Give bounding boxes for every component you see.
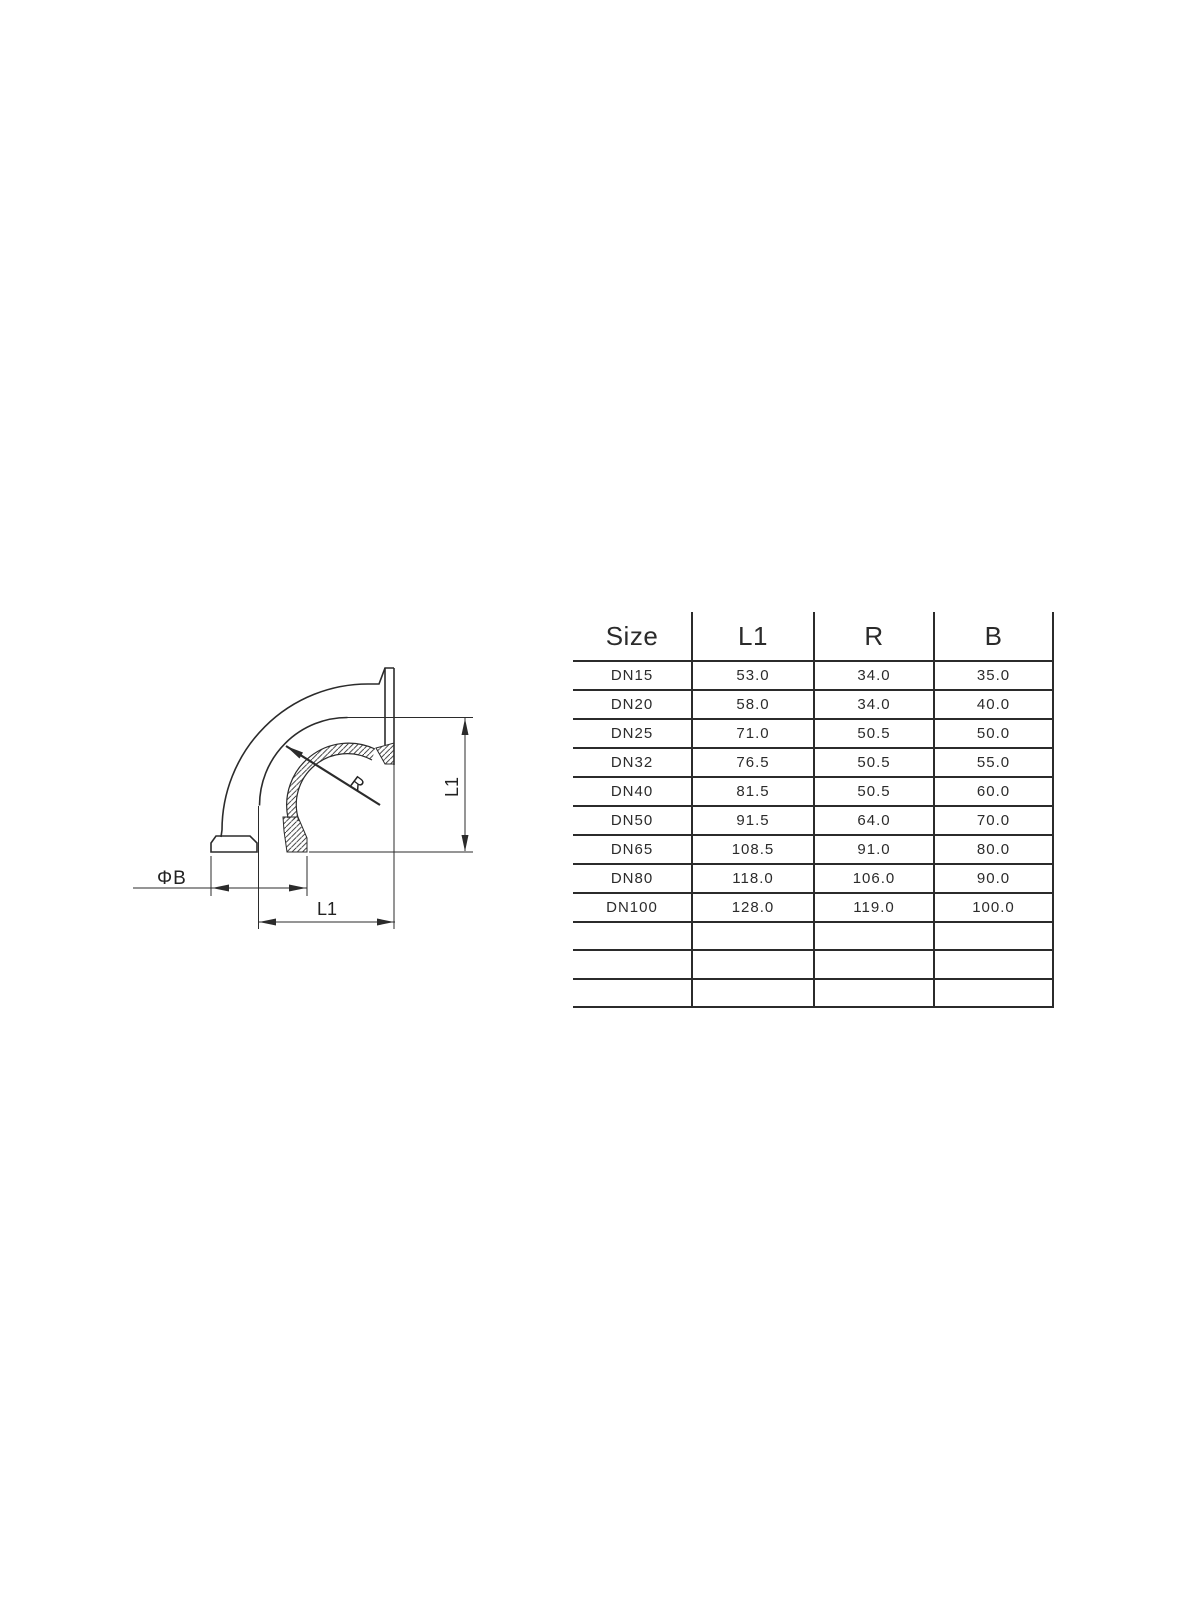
table-cell: 119.0 [815,894,935,921]
table-cell: 76.5 [693,749,815,776]
table-row: DN15 53.0 34.0 35.0 [573,662,1054,691]
table-empty-row [573,979,1054,1008]
table-cell: 60.0 [935,778,1054,805]
section-hatching [282,742,395,853]
table-cell [815,979,935,1006]
table-cell: DN25 [573,720,693,747]
dim-line-radius [285,745,381,806]
table-cell: 50.0 [935,720,1054,747]
outer-arc [220,667,394,838]
table-cell: DN100 [573,894,693,921]
table-cell: 118.0 [693,865,815,892]
bottom-flange [210,835,258,853]
table-header-cell: R [815,612,935,660]
table-cell: 58.0 [693,691,815,718]
table-cell: DN65 [573,836,693,863]
table-cell: DN40 [573,778,693,805]
table-cell: 53.0 [693,662,815,689]
table-cell: 34.0 [815,662,935,689]
table-header-cell: L1 [693,612,815,660]
table-cell: 50.5 [815,720,935,747]
dimension-arrowheads [212,718,469,926]
table-header-cell: Size [573,612,693,660]
dimension-lines [133,717,473,929]
table-cell [573,923,693,950]
table-header-row: Size L1 R B [573,612,1054,662]
table-cell: 50.5 [815,749,935,776]
label-l1-vertical: L1 [442,777,462,797]
table-cell [693,979,815,1006]
table-cell [693,951,815,978]
table-row: DN80 118.0 106.0 90.0 [573,865,1054,894]
table-empty-row [573,951,1054,980]
table-cell [815,923,935,950]
table-row: DN25 71.0 50.5 50.0 [573,720,1054,749]
table-cell [935,951,1054,978]
table-cell [573,951,693,978]
dimensions-table: Size L1 R B DN15 53.0 34.0 35.0 DN20 58.0 34.0 40.… [573,612,1054,1008]
table-row: DN20 58.0 34.0 40.0 [573,691,1054,720]
table-empty-row [573,923,1054,952]
table-cell: DN20 [573,691,693,718]
table-cell: 91.0 [815,836,935,863]
table-row: DN65 108.5 91.0 80.0 [573,836,1054,865]
table-cell: 108.5 [693,836,815,863]
table-cell: 35.0 [935,662,1054,689]
table-cell: 40.0 [935,691,1054,718]
table-row: DN32 76.5 50.5 55.0 [573,749,1054,778]
table-cell: DN15 [573,662,693,689]
table-cell: 80.0 [935,836,1054,863]
table-body: DN15 53.0 34.0 35.0 DN20 58.0 34.0 40.0 DN25 71.0… [573,662,1054,1008]
table-cell: 64.0 [815,807,935,834]
table-row: DN40 81.5 50.5 60.0 [573,778,1054,807]
table-cell: 90.0 [935,865,1054,892]
table-cell [935,923,1054,950]
table-row: DN50 91.5 64.0 70.0 [573,807,1054,836]
table-cell: DN80 [573,865,693,892]
table-cell: 55.0 [935,749,1054,776]
table-cell: 71.0 [693,720,815,747]
table-cell: 91.5 [693,807,815,834]
table-cell: DN32 [573,749,693,776]
table-header-cell: B [935,612,1054,660]
table-cell [815,951,935,978]
table-cell: 50.5 [815,778,935,805]
table-cell: 100.0 [935,894,1054,921]
table-cell: 34.0 [815,691,935,718]
table-cell: 106.0 [815,865,935,892]
table-cell [935,979,1054,1006]
label-l1-bottom: L1 [317,899,337,919]
elbow-outline [210,667,395,853]
table-cell: 128.0 [693,894,815,921]
table-cell: DN50 [573,807,693,834]
table-cell [573,979,693,1006]
label-bend-radius: R [347,772,368,795]
dimension-labels: ΦB L1 L1 R [157,772,462,919]
table-row: DN100 128.0 119.0 100.0 [573,894,1054,923]
table-cell [693,923,815,950]
bore-arc [258,716,348,806]
table-cell: 81.5 [693,778,815,805]
table-cell: 70.0 [935,807,1054,834]
label-diameter-b: ΦB [157,868,187,889]
